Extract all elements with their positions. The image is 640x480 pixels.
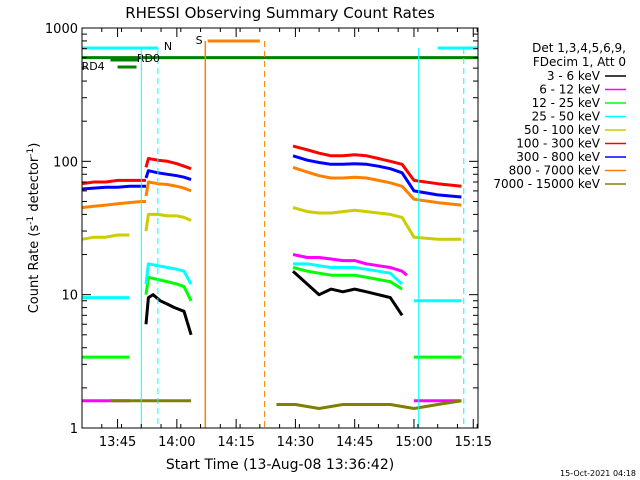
y-tick-label: 1 (70, 422, 78, 437)
y-axis-label-main: Count Rate (s (27, 225, 42, 314)
x-tick-label: 14:45 (336, 435, 373, 450)
series-line-6 (81, 184, 146, 191)
series-line-6 (292, 154, 462, 199)
legend-label-2: 12 - 25 keV (532, 96, 601, 110)
x-axis-label: Start Time (13-Aug-08 13:36:42) (166, 457, 394, 473)
legend-label-8: 7000 - 15000 keV (493, 177, 600, 191)
x-tick-label: 15:15 (455, 435, 492, 450)
x-tick-label: 14:30 (277, 435, 314, 450)
series-line-0 (144, 293, 193, 336)
series-line-6 (144, 169, 192, 182)
series-line-7 (81, 200, 146, 210)
y-axis-label-sup1: -1 (26, 216, 36, 225)
legend-label-4: 50 - 100 keV (524, 123, 601, 137)
series-line-2 (144, 275, 193, 302)
y-tick-label: 1000 (45, 22, 78, 37)
legend-label-0: 3 - 6 keV (547, 69, 601, 83)
y-axis-label-close: ) (27, 143, 42, 148)
series-line-5 (292, 144, 462, 188)
saa-label: S (196, 34, 203, 47)
series-line-3 (293, 262, 404, 286)
rd0-label: RD0 (137, 52, 160, 65)
legend-label-6: 300 - 800 keV (516, 150, 600, 164)
y-axis-label: Count Rate (s-1 detector-1) (26, 143, 42, 314)
series-line-7 (144, 180, 192, 197)
series-line-0 (291, 270, 404, 317)
series-line-1 (292, 253, 408, 277)
series-line-3 (144, 262, 193, 285)
series-line-5 (144, 157, 192, 171)
footer-timestamp: 15-Oct-2021 04:18 (560, 469, 636, 478)
series-line-5 (81, 178, 146, 186)
series-line-7 (292, 165, 462, 207)
series-line-4 (81, 233, 130, 241)
series-line-2 (292, 266, 403, 291)
svg-text:Count Rate (s-1 detector-1): Count Rate (s-1 detector-1) (26, 143, 42, 314)
y-axis-label-detector: detector (27, 156, 42, 216)
y-tick-label: 100 (53, 155, 78, 170)
legend-label-3: 25 - 50 keV (532, 110, 601, 124)
annotations-layer: N S RD0 RD4 (82, 34, 478, 428)
legend-label-7: 800 - 7000 keV (509, 164, 601, 178)
x-tick-label: 14:00 (158, 435, 195, 450)
series-line-4 (292, 206, 462, 241)
rd4-label: RD4 (82, 60, 105, 73)
axes-layer: 1 10 100 1000 13:45 14:00 14:15 14:30 14:45 15:00… (45, 22, 492, 450)
y-tick-label: 10 (61, 289, 78, 304)
x-tick-label: 13:45 (99, 435, 136, 450)
series-layer (81, 144, 462, 410)
legend-label-5: 100 - 300 keV (516, 137, 600, 151)
legend-header-1: Det 1,3,4,5,6,9, (532, 41, 626, 55)
legend-header-2: FDecim 1, Att 0 (533, 55, 626, 69)
chart-title: RHESSI Observing Summary Count Rates (125, 4, 435, 22)
series-line-4 (144, 212, 192, 232)
y-axis-label-sup2: -1 (26, 148, 36, 157)
legend-label-1: 6 - 12 keV (539, 83, 601, 97)
legend: Det 1,3,4,5,6,9, FDecim 1, Att 0 3 - 6 k… (493, 41, 626, 191)
x-tick-label: 14:15 (217, 435, 254, 450)
series-line-8 (276, 399, 462, 410)
night-label: N (164, 40, 172, 53)
x-tick-label: 15:00 (395, 435, 432, 450)
